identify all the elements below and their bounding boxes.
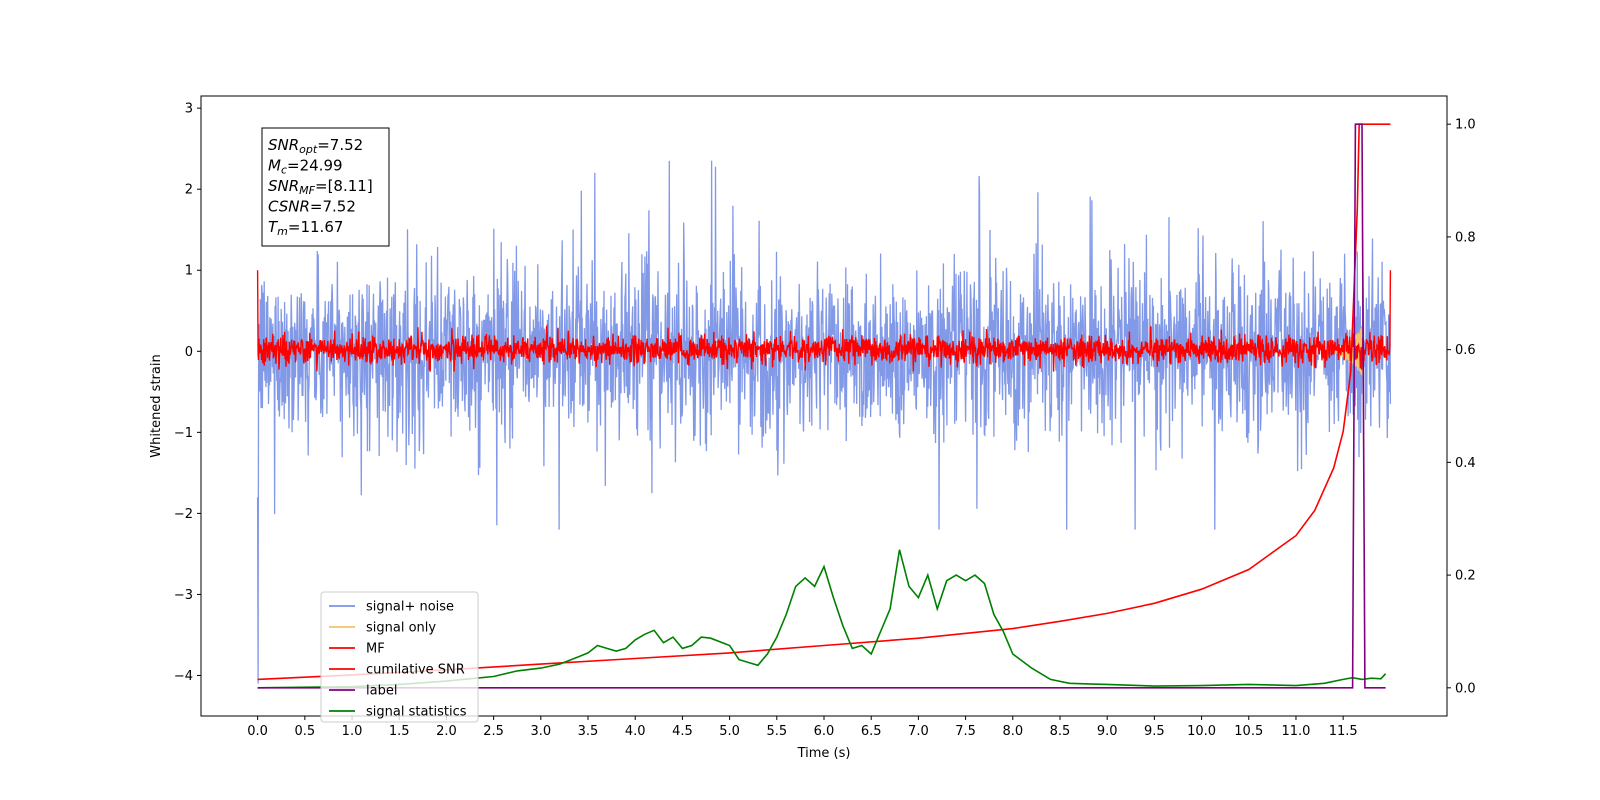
y-tick-label: 0 [185, 345, 193, 360]
info-row: CSNR=7.52 [268, 198, 356, 216]
y2-tick-label: 0.8 [1455, 230, 1476, 245]
x-tick-label: 2.5 [483, 724, 504, 739]
legend-label: signal statistics [366, 705, 467, 720]
info-value: =7.52 [317, 136, 363, 154]
info-value: =24.99 [287, 157, 343, 175]
y-tick-label: −3 [174, 588, 193, 603]
x-axis-label: Time (s) [797, 746, 851, 761]
y2-tick-label: 0.2 [1455, 569, 1476, 584]
y-axis-label: Whitened strain [149, 354, 164, 457]
info-row: Tm=11.67 [268, 218, 343, 238]
x-tick-label: 2.0 [436, 724, 457, 739]
x-tick-label: 4.5 [672, 724, 693, 739]
legend-label: cumilative SNR [366, 663, 465, 678]
info-value: =11.67 [288, 218, 344, 236]
legend-frame [320, 591, 479, 723]
x-tick-label: 4.0 [625, 724, 646, 739]
x-tick-label: 10.5 [1234, 724, 1263, 739]
y2-tick-label: 0.0 [1455, 681, 1476, 696]
info-subscript: m [277, 225, 288, 238]
series-signal-statistics [257, 549, 1387, 689]
info-row: SNRMF=[8.11] [268, 177, 373, 197]
x-tick-label: 5.5 [766, 724, 787, 739]
legend: signal+ noise signal only MF cumilative SNR… [320, 591, 479, 723]
x-axis: 0.0 0.5 1.0 1.5 2.0 2.5 3.0 3.5 4.0 4.5 5.0 5.5 6.0 6… [247, 716, 1358, 739]
info-subscript: MF [299, 184, 315, 197]
x-tick-label: 11.5 [1329, 724, 1358, 739]
legend-label: MF [366, 642, 385, 657]
legend-label: signal+ noise [366, 600, 454, 615]
info-row: Mc=24.99 [268, 157, 343, 177]
info-box-frame [261, 127, 390, 247]
x-tick-label: 6.5 [861, 724, 882, 739]
y-tick-label: −2 [174, 507, 193, 522]
info-symbol: CSNR [268, 198, 310, 216]
info-symbol: SNR [268, 136, 299, 154]
x-tick-label: 9.0 [1097, 724, 1118, 739]
y-axis-left: 3 2 1 0 −1 −2 −3 −4 [174, 102, 201, 684]
y2-tick-label: 0.6 [1455, 343, 1476, 358]
parameter-info-box: SNRopt=7.52Mc=24.99SNRMF=[8.11]CSNR=7.52… [261, 127, 390, 247]
x-tick-label: 3.0 [530, 724, 551, 739]
plot-area [256, 123, 1392, 689]
series-label [257, 123, 1386, 689]
x-tick-label: 8.5 [1050, 724, 1071, 739]
x-tick-label: 3.5 [578, 724, 599, 739]
legend-label: label [366, 684, 397, 699]
x-tick-label: 5.0 [719, 724, 740, 739]
x-tick-label: 0.0 [247, 724, 268, 739]
x-tick-label: 6.0 [814, 724, 835, 739]
x-tick-label: 11.0 [1281, 724, 1310, 739]
info-subscript: c [281, 164, 287, 177]
y2-tick-label: 0.4 [1455, 456, 1476, 471]
x-tick-label: 7.5 [955, 724, 976, 739]
info-symbol: SNR [268, 177, 299, 195]
y-tick-label: 2 [185, 183, 193, 198]
series-cumulative-snr [257, 123, 1391, 681]
y2-tick-label: 1.0 [1455, 118, 1476, 133]
x-tick-label: 7.0 [908, 724, 929, 739]
x-tick-label: 10.0 [1187, 724, 1216, 739]
info-value: =7.52 [310, 198, 356, 216]
x-tick-label: 0.5 [294, 724, 315, 739]
x-tick-label: 1.0 [342, 724, 363, 739]
x-tick-label: 9.5 [1144, 724, 1165, 739]
y-tick-label: 1 [185, 264, 193, 279]
x-tick-label: 8.0 [1002, 724, 1023, 739]
info-value: =[8.11] [315, 177, 373, 195]
y-tick-label: 3 [185, 102, 193, 117]
info-symbol: M [268, 157, 281, 175]
legend-label: signal only [366, 621, 436, 636]
y-axis-right: 1.0 0.8 0.6 0.4 0.2 0.0 [1447, 118, 1476, 696]
y-tick-label: −1 [174, 426, 193, 441]
x-tick-label: 1.5 [389, 724, 410, 739]
y-tick-label: −4 [174, 669, 193, 684]
info-symbol: T [268, 218, 279, 236]
info-row: SNRopt=7.52 [268, 136, 363, 156]
series-mf [256, 270, 1392, 372]
info-subscript: opt [299, 143, 318, 156]
